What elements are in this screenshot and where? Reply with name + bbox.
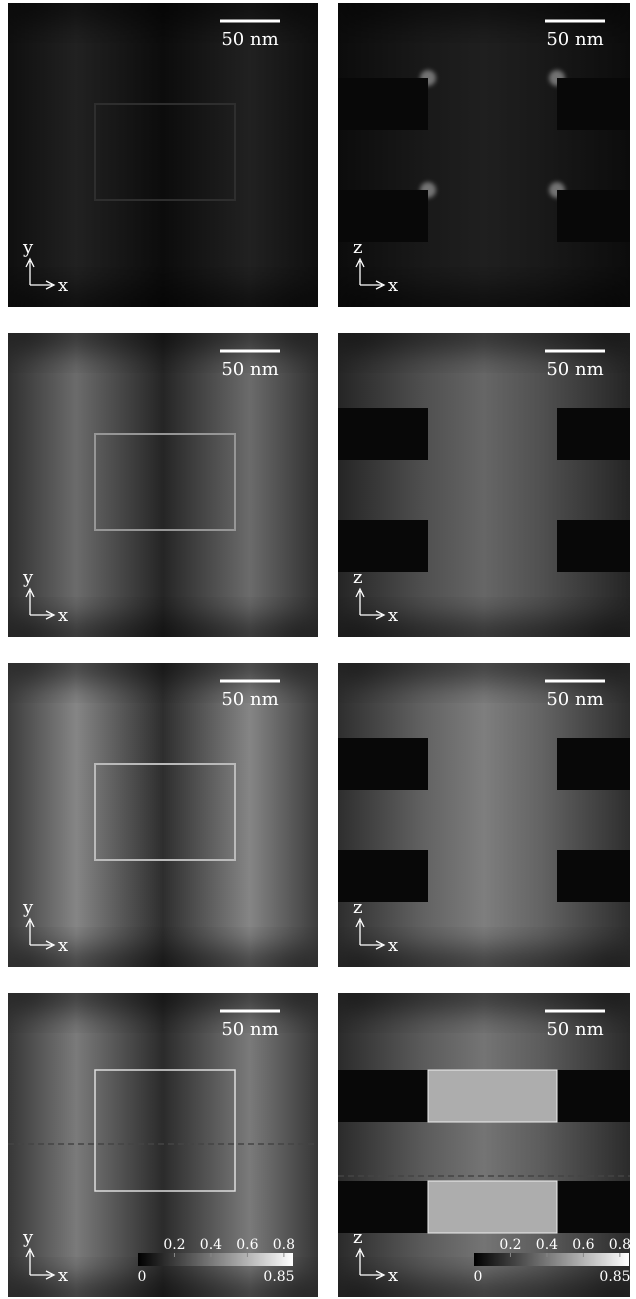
edge-shade-top	[8, 3, 318, 23]
scale-bar-label: 50 nm	[221, 1019, 278, 1040]
edge-shade-top	[338, 3, 630, 23]
edge-shade-top	[338, 333, 630, 353]
axis-arrows	[25, 587, 56, 620]
axis-label-vertical: z	[353, 237, 362, 258]
axis-arrows	[355, 917, 386, 950]
colorbar-min-label: 0	[474, 1269, 483, 1285]
colorbar-tick-label: 0.4	[200, 1237, 222, 1253]
colorbar-tick-label: 0.4	[536, 1237, 558, 1253]
axis-label-horizontal: x	[58, 275, 68, 296]
field-panel: 50 nm y x	[8, 663, 318, 967]
block	[557, 1181, 630, 1233]
scale-bar-label: 50 nm	[221, 29, 278, 50]
axis-label-horizontal: x	[58, 605, 68, 626]
colorbar	[474, 1253, 629, 1266]
field-panel: 50 nm z x	[338, 3, 630, 307]
scale-bar-label: 50 nm	[546, 1019, 603, 1040]
colorbar	[138, 1253, 293, 1266]
field-background	[338, 663, 630, 967]
scale-bar-label: 50 nm	[546, 359, 603, 380]
edge-shade-bottom	[8, 617, 318, 637]
particle-outline	[94, 1069, 236, 1192]
field-background	[8, 3, 318, 307]
colorbar-tick-label: 0.2	[163, 1237, 185, 1253]
colorbar-max-label: 0.85	[599, 1269, 630, 1285]
edge-shade-top	[8, 993, 318, 1013]
edge-shade-bottom	[8, 947, 318, 967]
axis-label-vertical: y	[22, 567, 34, 588]
scale-bar-label: 50 nm	[546, 689, 603, 710]
edge-shade-bottom	[338, 617, 630, 637]
colorbar-tick-label: 0.8	[273, 1237, 295, 1253]
field-background	[8, 663, 318, 967]
field-background	[8, 333, 318, 637]
block	[338, 190, 428, 242]
block	[557, 738, 630, 790]
particle-section	[427, 1180, 558, 1234]
axis-label-vertical: y	[22, 897, 34, 918]
block	[338, 738, 428, 790]
scale-bar-label: 50 nm	[221, 359, 278, 380]
block	[557, 190, 630, 242]
field-background	[338, 993, 630, 1297]
axis-label-vertical: z	[353, 897, 362, 918]
block	[557, 520, 630, 572]
block	[557, 78, 630, 130]
axis-label-vertical: y	[22, 237, 34, 258]
field-panel: 50 nm z x	[338, 663, 630, 967]
field-background	[338, 3, 630, 307]
field-panel: 50 nm z x 0.2 0.4 0.6 0.8 0 0.85	[338, 993, 631, 1297]
field-panel: 50 nm y x 0.2 0.4 0.6 0.8 0 0.85	[8, 993, 318, 1297]
edge-shade-bottom	[338, 947, 630, 967]
edge-shade-top	[338, 663, 630, 683]
field-background	[8, 993, 318, 1297]
block	[338, 520, 428, 572]
scale-bar-label: 50 nm	[221, 689, 278, 710]
field-panel: 50 nm y x	[8, 333, 318, 637]
axis-label-horizontal: x	[388, 935, 398, 956]
edge-shade-top	[8, 333, 318, 353]
block	[338, 1070, 428, 1122]
axis-arrows	[355, 1247, 386, 1280]
axis-arrows	[355, 257, 386, 290]
axis-arrows	[25, 917, 56, 950]
colorbar-min-label: 0	[138, 1269, 147, 1285]
axis-label-horizontal: x	[388, 1265, 398, 1286]
scale-bar-label: 50 nm	[546, 29, 603, 50]
colorbar-tick-label: 0.2	[499, 1237, 521, 1253]
axis-label-vertical: z	[353, 1227, 362, 1248]
edge-shade-bottom	[338, 287, 630, 307]
edge-shade-bottom	[8, 1277, 318, 1297]
block	[557, 408, 630, 460]
block	[557, 850, 630, 902]
axis-label-horizontal: x	[388, 605, 398, 626]
axis-label-horizontal: x	[58, 1265, 68, 1286]
edge-shade-top	[338, 993, 630, 1013]
edge-shade-bottom	[8, 287, 318, 307]
colorbar-tick-label: 0.6	[572, 1237, 594, 1253]
field-panel: 50 nm z x	[338, 333, 630, 637]
colorbar-max-label: 0.85	[263, 1269, 294, 1285]
axis-label-vertical: z	[353, 567, 362, 588]
edge-shade-top	[8, 663, 318, 683]
block	[338, 78, 428, 130]
block	[338, 1181, 428, 1233]
axis-arrows	[25, 1247, 56, 1280]
field-background	[338, 333, 630, 637]
axis-arrows	[25, 257, 56, 290]
colorbar-tick-label: 0.6	[236, 1237, 258, 1253]
axis-label-horizontal: x	[388, 275, 398, 296]
axis-label-vertical: y	[22, 1227, 34, 1248]
block	[338, 850, 428, 902]
block	[338, 408, 428, 460]
axis-arrows	[355, 587, 386, 620]
particle-section	[427, 1069, 558, 1123]
colorbar-tick-label: 0.8	[609, 1237, 631, 1253]
edge-shade-bottom	[338, 1277, 630, 1297]
field-panel: 50 nm y x	[8, 3, 318, 307]
axis-label-horizontal: x	[58, 935, 68, 956]
block	[557, 1070, 630, 1122]
